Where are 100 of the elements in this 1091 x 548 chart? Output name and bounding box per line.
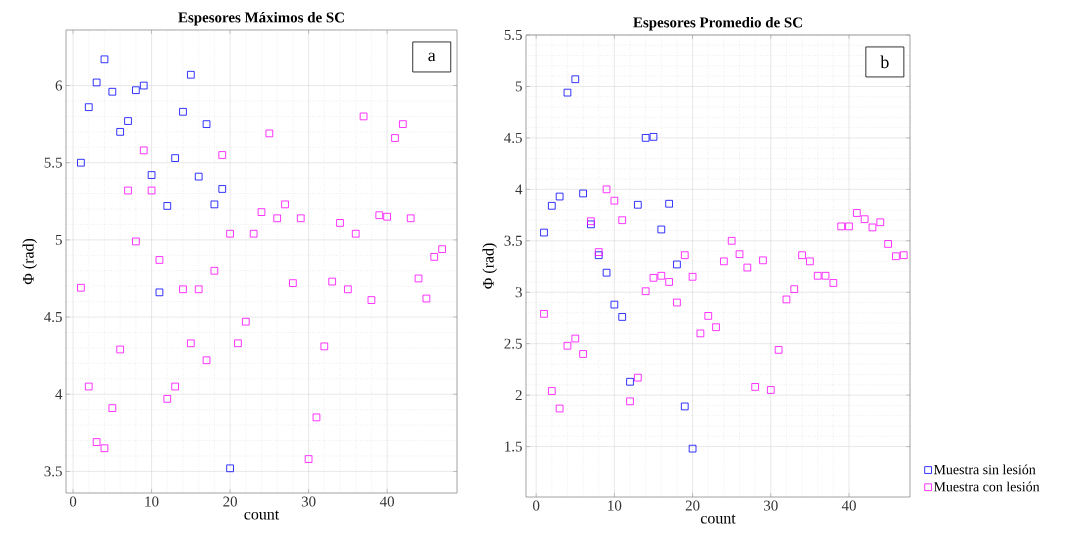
x-tick-label: 10 <box>608 500 622 511</box>
point <box>876 218 885 227</box>
point <box>328 277 336 286</box>
point <box>704 312 713 320</box>
point <box>680 251 689 259</box>
point <box>899 251 908 259</box>
point <box>798 251 806 259</box>
point <box>171 382 179 391</box>
point <box>579 350 587 358</box>
point <box>155 256 164 264</box>
point <box>665 199 673 208</box>
legend-label: Muestra sin lesión <box>933 464 1036 475</box>
point <box>399 120 407 128</box>
point <box>100 55 109 64</box>
point <box>845 222 853 231</box>
point <box>249 229 258 238</box>
y-tick-label: 3 <box>515 287 522 298</box>
point <box>202 356 211 365</box>
point <box>641 134 650 142</box>
y-tick-label: 5 <box>55 234 62 245</box>
point <box>563 341 572 350</box>
point <box>626 397 634 406</box>
annotation: a <box>428 52 436 62</box>
point <box>618 313 626 321</box>
y-tick-label: 3.5 <box>44 466 62 477</box>
point <box>414 274 423 283</box>
point <box>853 209 861 217</box>
y-tick-label: 1.5 <box>505 441 522 452</box>
point <box>782 295 791 304</box>
point <box>210 200 219 209</box>
point <box>751 383 759 391</box>
point <box>226 229 234 238</box>
point <box>108 87 117 96</box>
y-tick-label: 2 <box>515 390 522 401</box>
point <box>673 260 681 269</box>
point <box>155 288 164 297</box>
x-tick-label: 0 <box>69 496 77 507</box>
y-tick-label: 5.5 <box>44 157 62 168</box>
chart-title: Espesores Máximos de SC <box>178 11 344 26</box>
y-tick-label: 4 <box>55 389 63 400</box>
point <box>696 329 705 338</box>
point <box>563 88 572 97</box>
point <box>132 237 140 246</box>
point <box>743 263 752 272</box>
point <box>540 310 548 318</box>
point <box>688 273 697 281</box>
point <box>790 285 799 293</box>
point <box>273 214 282 223</box>
point <box>438 245 446 253</box>
x-tick-label: 20 <box>685 500 700 511</box>
point <box>163 202 172 210</box>
point <box>139 146 148 155</box>
point <box>720 257 728 266</box>
y-axis-title: Φ (rad) <box>22 238 37 285</box>
point <box>351 229 360 238</box>
point <box>163 395 172 403</box>
point <box>548 387 556 395</box>
x-tick-label: 20 <box>223 496 237 507</box>
point <box>218 151 227 159</box>
point <box>571 75 580 84</box>
point <box>84 382 93 391</box>
point <box>194 172 203 181</box>
point <box>139 81 148 90</box>
point <box>344 285 352 294</box>
point <box>540 228 548 237</box>
point <box>312 413 321 422</box>
point <box>100 444 109 453</box>
x-tick-label: 30 <box>301 496 316 507</box>
point <box>242 317 250 326</box>
point <box>124 186 132 195</box>
point <box>634 373 642 382</box>
x-tick-label: 40 <box>841 500 856 511</box>
point <box>92 78 101 87</box>
point <box>202 120 211 128</box>
point <box>767 386 775 394</box>
point <box>116 128 124 136</box>
y-tick-label: 2.5 <box>504 338 522 349</box>
point <box>548 202 556 210</box>
y-tick-label: 6 <box>55 80 63 91</box>
y-tick-label: 4.5 <box>44 312 62 323</box>
point <box>610 196 619 205</box>
point <box>571 334 580 343</box>
point <box>579 189 587 198</box>
y-axis-title: Φ (rad) <box>482 243 497 289</box>
point <box>367 296 376 304</box>
point <box>406 214 415 223</box>
point <box>712 323 720 332</box>
point <box>147 186 156 195</box>
point <box>265 129 274 138</box>
point <box>320 342 329 351</box>
point <box>610 300 619 309</box>
point <box>618 216 626 225</box>
point <box>673 298 681 307</box>
y-tick-label: 5 <box>515 81 522 92</box>
point <box>626 377 634 386</box>
point <box>296 214 305 223</box>
point <box>735 250 744 258</box>
point <box>657 225 666 234</box>
x-tick-label: 30 <box>764 500 778 511</box>
point <box>289 279 297 287</box>
